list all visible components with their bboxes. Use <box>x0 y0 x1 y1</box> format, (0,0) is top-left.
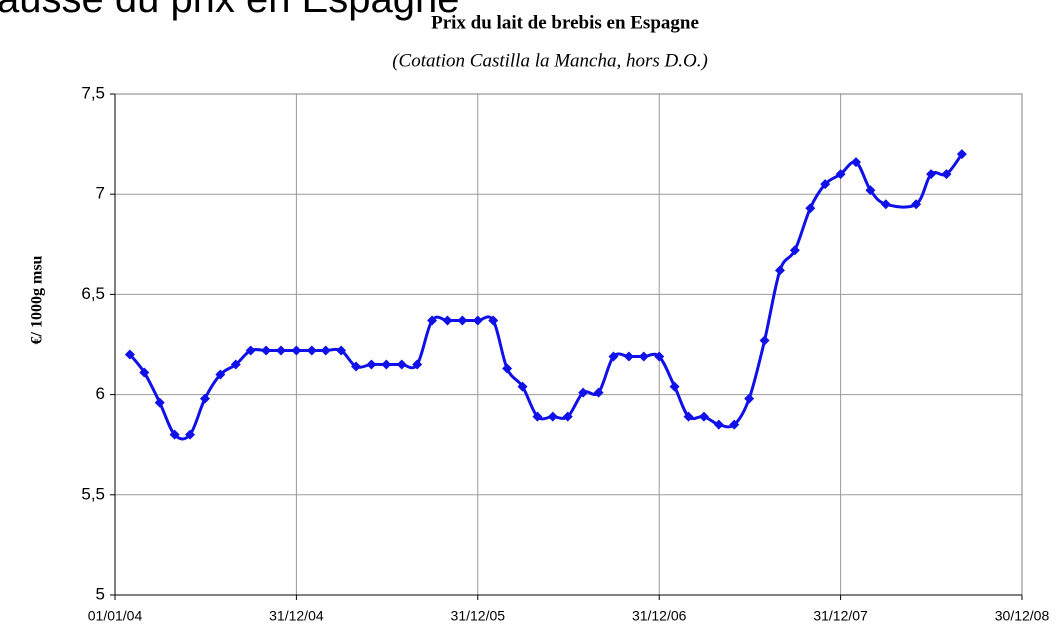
marker <box>759 335 770 346</box>
y-tick-label: 7,5 <box>81 83 105 102</box>
marker <box>532 411 543 422</box>
marker <box>941 169 952 180</box>
x-tick-label: 31/12/05 <box>451 608 506 624</box>
x-tick-label: 31/12/06 <box>632 608 687 624</box>
marker <box>306 345 317 356</box>
marker <box>820 179 831 190</box>
marker <box>956 149 967 160</box>
marker <box>744 393 755 404</box>
y-axis-label: €/ 1000g msu <box>29 255 46 344</box>
marker <box>502 363 513 374</box>
marker <box>336 345 347 356</box>
x-tick-label: 01/01/04 <box>88 608 143 624</box>
x-tick-label: 31/12/07 <box>813 608 868 624</box>
marker <box>713 419 724 430</box>
marker <box>215 369 226 380</box>
marker <box>547 411 558 422</box>
marker <box>291 345 302 356</box>
marker <box>926 169 937 180</box>
marker <box>562 411 573 422</box>
marker <box>851 157 862 168</box>
marker <box>427 315 438 326</box>
y-tick-label: 5 <box>96 584 105 603</box>
marker <box>275 345 286 356</box>
marker <box>381 359 392 370</box>
marker <box>139 367 150 378</box>
marker <box>154 397 165 408</box>
marker <box>412 359 423 370</box>
marker <box>880 199 891 210</box>
marker <box>669 381 680 392</box>
marker <box>396 359 407 370</box>
x-tick-label: 30/12/08 <box>995 608 1050 624</box>
marker <box>124 349 135 360</box>
marker <box>230 359 241 370</box>
marker <box>789 245 800 256</box>
marker <box>320 345 331 356</box>
marker <box>351 361 362 372</box>
marker <box>654 351 665 362</box>
marker <box>169 429 180 440</box>
marker <box>472 315 483 326</box>
marker <box>698 411 709 422</box>
marker <box>729 419 740 430</box>
marker <box>774 265 785 276</box>
marker <box>488 315 499 326</box>
x-tick-label: 31/12/04 <box>269 608 324 624</box>
marker <box>457 315 468 326</box>
marker <box>199 393 210 404</box>
marker <box>185 429 196 440</box>
marker <box>517 381 528 392</box>
marker <box>683 411 694 422</box>
marker <box>608 351 619 362</box>
chart-title: Prix du lait de brebis en Espagne <box>431 12 699 33</box>
marker <box>865 185 876 196</box>
marker <box>623 351 634 362</box>
marker <box>442 315 453 326</box>
marker <box>245 345 256 356</box>
marker <box>638 351 649 362</box>
marker <box>593 387 604 398</box>
slide-title: ausse du prix en Espagne <box>0 0 460 21</box>
marker <box>805 203 816 214</box>
marker <box>835 169 846 180</box>
y-tick-label: 6 <box>96 384 105 403</box>
marker <box>578 387 589 398</box>
y-tick-label: 5,5 <box>81 484 105 503</box>
marker <box>911 199 922 210</box>
marker <box>261 345 272 356</box>
y-tick-label: 7 <box>96 184 105 203</box>
marker <box>366 359 377 370</box>
chart-subtitle: (Cotation Castilla la Mancha, hors D.O.) <box>392 50 708 71</box>
y-tick-label: 6,5 <box>81 284 105 303</box>
